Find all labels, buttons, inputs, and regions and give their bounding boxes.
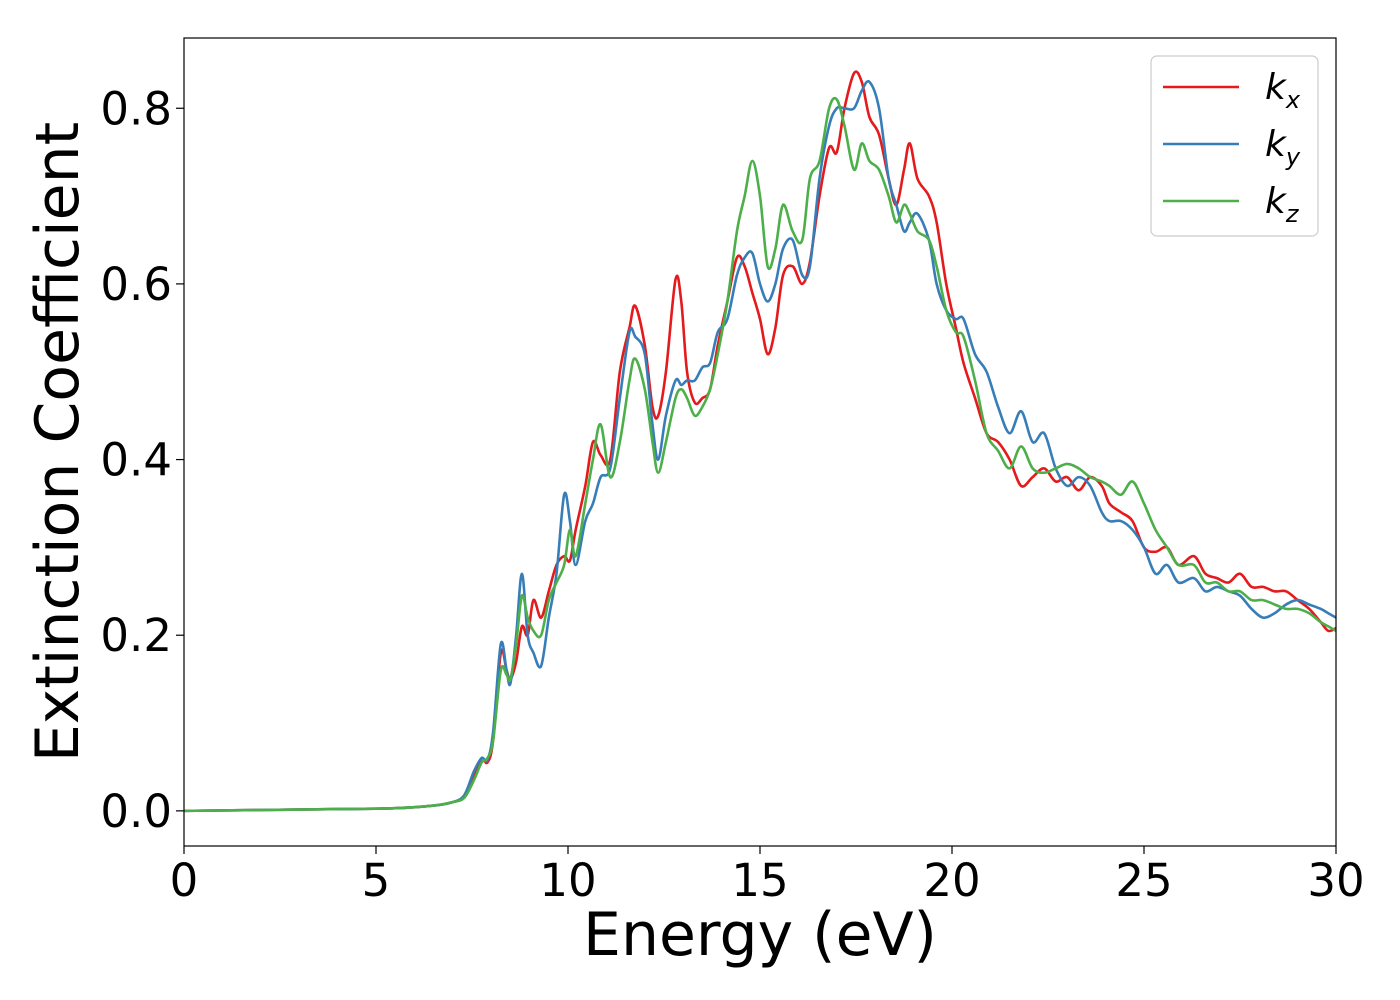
x-tick-label: 25 bbox=[1115, 854, 1172, 907]
x-axis-label: Energy (eV) bbox=[583, 900, 937, 970]
x-tick-label: 5 bbox=[362, 854, 391, 907]
y-tick-label: 0.4 bbox=[100, 434, 172, 487]
tick-layer: 0 5 10 15 20 25 30 0.0 0.2 0.4 0.6 0.8 bbox=[100, 82, 1364, 907]
y-tick-label: 0.2 bbox=[100, 609, 172, 662]
x-tick-label: 15 bbox=[731, 854, 788, 907]
series-layer bbox=[184, 70, 1336, 813]
x-tick-label: 20 bbox=[923, 854, 980, 907]
x-tick-label: 10 bbox=[539, 854, 596, 907]
legend: kx ky kz bbox=[1150, 55, 1319, 237]
legend-label-kz: kz bbox=[1265, 181, 1300, 228]
y-tick-label: 0.6 bbox=[100, 258, 172, 311]
legend-label-kx: kx bbox=[1265, 67, 1301, 114]
y-axis-label: Extinction Coefficient bbox=[23, 122, 93, 762]
y-tick-label: 0.0 bbox=[100, 785, 172, 838]
x-tick-label: 30 bbox=[1307, 854, 1364, 907]
series-line-kz bbox=[184, 96, 1336, 813]
legend-label-ky: ky bbox=[1265, 124, 1301, 171]
legend-entries: kx ky kz bbox=[1163, 67, 1301, 228]
y-tick-label: 0.8 bbox=[100, 82, 172, 135]
x-tick-label: 0 bbox=[170, 854, 199, 907]
series-line-ky bbox=[184, 79, 1336, 813]
legend-box bbox=[1150, 55, 1319, 237]
